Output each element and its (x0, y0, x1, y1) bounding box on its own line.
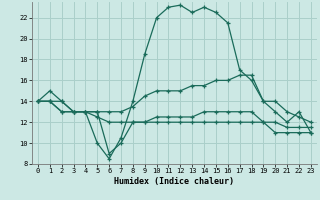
X-axis label: Humidex (Indice chaleur): Humidex (Indice chaleur) (115, 177, 234, 186)
